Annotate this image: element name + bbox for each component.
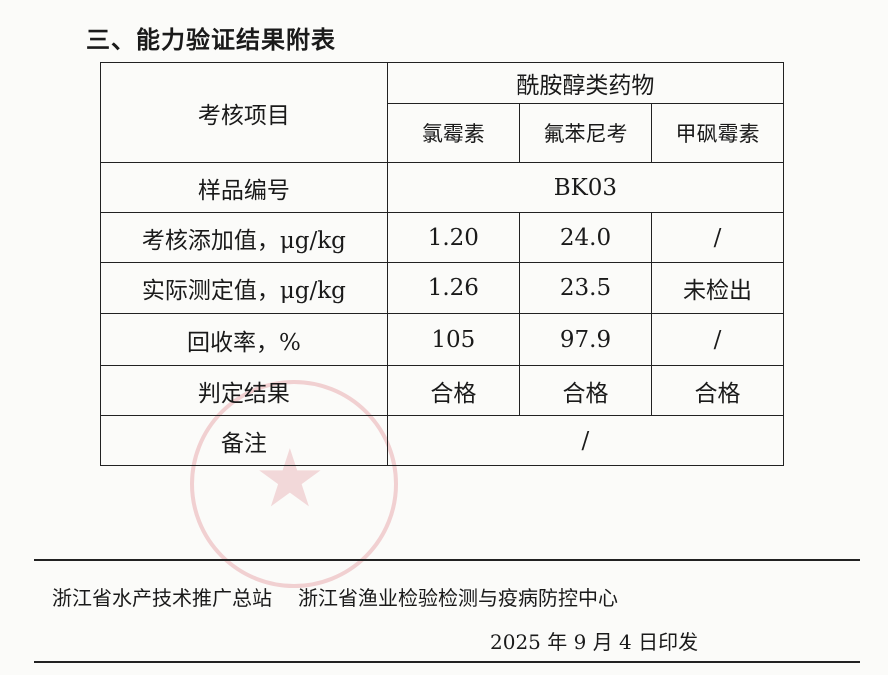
- item-header: 考核项目: [100, 62, 388, 163]
- remark-value: /: [386, 415, 785, 466]
- org-name: 浙江省渔业检验检测与疫病防控中心: [298, 586, 618, 610]
- cell: 97.9: [518, 313, 653, 366]
- cell: /: [651, 313, 784, 366]
- cell: 1.20: [386, 212, 520, 263]
- row-label: 回收率，%: [100, 313, 388, 366]
- cell: /: [651, 212, 784, 263]
- table-row: 实际测定值，μg/kg 1.26 23.5 未检出: [100, 262, 784, 314]
- section-heading: 三、能力验证结果附表: [86, 26, 336, 54]
- results-table: 考核项目 酰胺醇类药物 氯霉素 氟苯尼考 甲砜霉素 样品编号 BK03 考核添加…: [100, 62, 785, 466]
- cell: 1.26: [386, 262, 520, 314]
- issuing-organizations: 浙江省水产技术推广总站 浙江省渔业检验检测与疫病防控中心: [52, 582, 618, 611]
- divider-top: [34, 559, 860, 561]
- table-row: 考核添加值，μg/kg 1.20 24.0 /: [100, 212, 784, 263]
- cell: 105: [386, 313, 520, 366]
- table-row: 样品编号 BK03: [100, 162, 785, 213]
- cell: 24.0: [518, 212, 653, 263]
- cell: 合格: [518, 365, 653, 416]
- divider-bottom: [34, 661, 860, 663]
- row-label: 实际测定值，μg/kg: [100, 262, 388, 314]
- sample-id: BK03: [386, 162, 785, 213]
- table-row: 判定结果 合格 合格 合格: [100, 365, 784, 416]
- table-row: 备注 /: [100, 415, 785, 466]
- group-header: 酰胺醇类药物: [386, 62, 785, 104]
- drug-header: 氟苯尼考: [518, 103, 653, 163]
- cell: 未检出: [651, 262, 784, 314]
- drug-header: 氯霉素: [386, 103, 520, 163]
- table-row: 回收率，% 105 97.9 /: [100, 313, 784, 366]
- row-label: 考核添加值，μg/kg: [100, 212, 388, 263]
- cell: 23.5: [518, 262, 653, 314]
- org-name: 浙江省水产技术推广总站: [52, 586, 272, 610]
- drug-header: 甲砜霉素: [651, 103, 784, 163]
- cell: 合格: [651, 365, 784, 416]
- cell: 合格: [386, 365, 520, 416]
- table-header-row: 考核项目 酰胺醇类药物: [100, 62, 785, 163]
- row-label: 判定结果: [100, 365, 388, 416]
- row-label: 样品编号: [100, 162, 388, 213]
- row-label: 备注: [100, 415, 388, 466]
- issue-date: 2025 年 9 月 4 日印发: [490, 630, 699, 654]
